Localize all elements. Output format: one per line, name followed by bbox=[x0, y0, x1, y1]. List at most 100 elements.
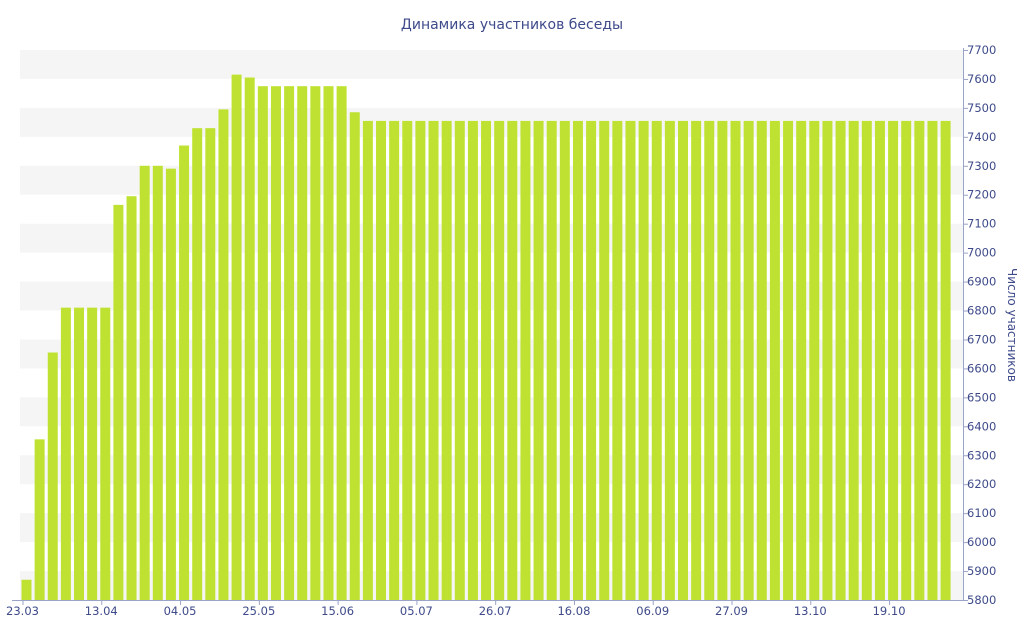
y-tick-label: 6200 bbox=[967, 477, 996, 491]
bar bbox=[87, 307, 98, 600]
x-tick-label: 04.05 bbox=[164, 604, 197, 618]
bar bbox=[599, 120, 610, 601]
bar bbox=[927, 120, 938, 601]
bar bbox=[638, 120, 649, 601]
bar bbox=[704, 120, 715, 601]
bar bbox=[310, 86, 321, 601]
y-tick-label: 7500 bbox=[967, 101, 996, 115]
y-tick-label: 6400 bbox=[967, 419, 996, 433]
bar bbox=[441, 120, 452, 601]
bar bbox=[21, 579, 32, 600]
bar bbox=[244, 77, 255, 600]
bar bbox=[60, 307, 71, 600]
grid-band bbox=[20, 50, 963, 79]
y-tick-label: 6100 bbox=[967, 506, 996, 520]
y-tick-label: 7700 bbox=[967, 43, 996, 57]
bar bbox=[297, 86, 308, 601]
bar bbox=[376, 120, 387, 601]
bar bbox=[34, 439, 45, 600]
y-tick-label: 7000 bbox=[967, 246, 996, 260]
bar bbox=[612, 120, 623, 601]
bar bbox=[74, 307, 85, 600]
bar bbox=[546, 120, 557, 601]
x-tick-label: 13.10 bbox=[794, 604, 827, 618]
bar bbox=[284, 86, 295, 601]
bar bbox=[861, 120, 872, 601]
bar bbox=[336, 86, 347, 601]
bar bbox=[691, 120, 702, 601]
x-tick-label: 05.07 bbox=[400, 604, 433, 618]
x-tick-label: 16.08 bbox=[557, 604, 590, 618]
bar bbox=[467, 120, 478, 601]
bar bbox=[901, 120, 912, 601]
bar bbox=[533, 120, 544, 601]
grid-band bbox=[20, 107, 963, 137]
bar bbox=[717, 120, 728, 601]
y-axis-label: Число участников bbox=[1005, 268, 1019, 382]
bar bbox=[559, 120, 570, 601]
bar bbox=[389, 120, 400, 601]
bar bbox=[796, 120, 807, 601]
bar bbox=[730, 120, 741, 601]
x-tick-label: 27.09 bbox=[715, 604, 748, 618]
x-tick-label: 06.09 bbox=[636, 604, 669, 618]
bar bbox=[940, 120, 951, 601]
y-tick-label: 7400 bbox=[967, 130, 996, 144]
bar bbox=[113, 204, 124, 600]
y-tick-label: 5800 bbox=[967, 593, 996, 607]
bar bbox=[809, 120, 820, 601]
bar bbox=[494, 120, 505, 601]
bar bbox=[231, 74, 242, 601]
bar bbox=[270, 86, 281, 601]
bar bbox=[139, 165, 150, 601]
bar bbox=[651, 120, 662, 601]
bar bbox=[100, 307, 111, 600]
bar bbox=[126, 196, 137, 600]
y-tick-label: 6700 bbox=[967, 332, 996, 346]
bar bbox=[664, 120, 675, 601]
bar bbox=[402, 120, 413, 601]
bar bbox=[586, 120, 597, 601]
bar bbox=[192, 128, 203, 600]
x-tick-label: 26.07 bbox=[479, 604, 512, 618]
bar bbox=[914, 120, 925, 601]
bar bbox=[678, 120, 688, 601]
bar bbox=[743, 120, 754, 601]
x-tick-label: 25.05 bbox=[242, 604, 275, 618]
y-tick-label: 6800 bbox=[967, 304, 996, 318]
bar bbox=[165, 168, 176, 600]
bar bbox=[323, 86, 334, 601]
bar bbox=[835, 120, 846, 601]
y-tick-label: 6600 bbox=[967, 361, 996, 375]
y-tick-label: 6000 bbox=[967, 535, 996, 549]
y-tick-label: 7200 bbox=[967, 188, 996, 202]
x-tick-label: 23.03 bbox=[6, 604, 39, 618]
y-tick-label: 7600 bbox=[967, 72, 996, 86]
bar bbox=[415, 120, 426, 601]
bar bbox=[218, 109, 229, 600]
bar bbox=[507, 120, 518, 601]
bar bbox=[428, 120, 439, 601]
bar bbox=[874, 120, 885, 601]
bar bbox=[152, 165, 163, 601]
bar bbox=[783, 120, 794, 601]
bar bbox=[47, 352, 58, 600]
bar bbox=[520, 120, 531, 601]
x-tick-label: 13.04 bbox=[85, 604, 118, 618]
bar bbox=[625, 120, 636, 601]
bar bbox=[362, 120, 373, 601]
bar-series bbox=[21, 74, 951, 601]
y-tick-label: 6300 bbox=[967, 448, 996, 462]
bar bbox=[572, 120, 583, 601]
y-axis-ticks: 5800 5900 6000 6100 6200 6300 6400 6500 6600 6700… bbox=[963, 43, 996, 607]
bar bbox=[822, 120, 833, 601]
bar bbox=[349, 112, 360, 601]
bar bbox=[769, 120, 780, 601]
bar bbox=[257, 86, 268, 601]
y-tick-label: 7100 bbox=[967, 217, 996, 231]
y-tick-label: 6900 bbox=[967, 275, 996, 289]
bar bbox=[888, 120, 899, 601]
x-tick-label: 19.10 bbox=[873, 604, 906, 618]
bar bbox=[205, 128, 216, 600]
